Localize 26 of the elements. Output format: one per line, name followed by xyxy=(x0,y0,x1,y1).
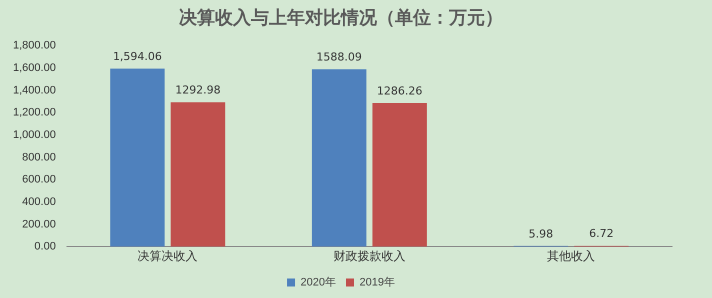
bar xyxy=(312,69,366,247)
data-label: 5.98 xyxy=(528,227,554,240)
legend-label: 2020年 xyxy=(300,276,336,289)
y-tick-label: 1,400.00 xyxy=(12,84,56,96)
y-tick-label: 200.00 xyxy=(22,218,56,230)
legend-label: 2019年 xyxy=(360,276,395,289)
bar xyxy=(170,102,226,247)
y-tick-label: 0.00 xyxy=(34,240,56,253)
y-tick-label: 600.00 xyxy=(22,174,56,186)
chart-title: 决算收入与上年对比情况（单位：万元） xyxy=(179,7,503,28)
data-label: 1,594.06 xyxy=(112,50,162,63)
data-label: 1286.26 xyxy=(376,84,422,98)
x-tick-label: 其他收入 xyxy=(547,249,596,264)
y-tick-label: 400.00 xyxy=(22,196,56,208)
bar xyxy=(110,68,165,247)
data-label: 1588.09 xyxy=(316,50,362,64)
y-tick-label: 1,000.00 xyxy=(12,128,56,141)
data-label: 1292.98 xyxy=(175,84,221,97)
bar xyxy=(372,102,427,247)
y-tick-label: 1,200.00 xyxy=(12,106,56,119)
y-tick-label: 1,800.00 xyxy=(12,40,56,52)
y-tick-label: 1,600.00 xyxy=(12,62,56,74)
data-label: 6.72 xyxy=(589,227,614,240)
x-tick-label: 财政拨款收入 xyxy=(333,249,406,264)
x-tick-label: 决算决收入 xyxy=(138,249,198,264)
y-tick-label: 800.00 xyxy=(22,151,56,164)
